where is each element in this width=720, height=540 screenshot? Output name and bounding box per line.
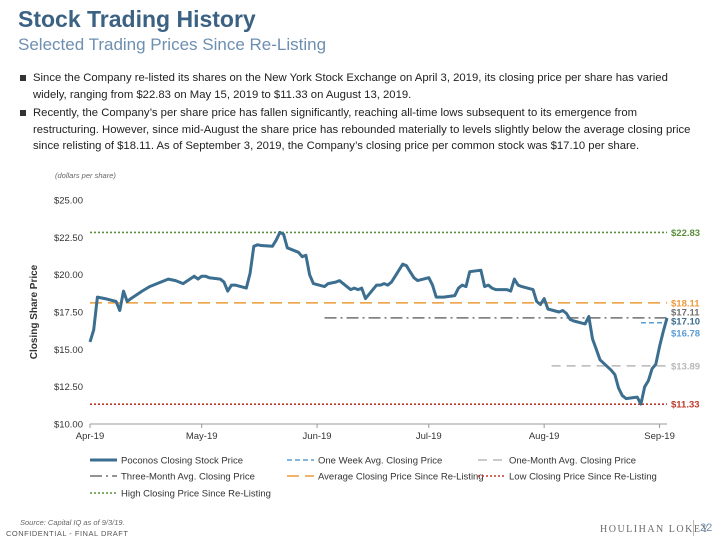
value-label: $16.78 — [671, 328, 700, 339]
bullet-list: Since the Company re-listed its shares o… — [20, 70, 700, 157]
bullet-text: Since the Company re-listed its shares o… — [33, 72, 668, 101]
page-number: 22 — [700, 522, 713, 534]
x-tick-label: May-19 — [186, 431, 218, 442]
value-label: $11.33 — [671, 400, 700, 411]
x-tick-label: Apr-19 — [76, 431, 105, 442]
y-tick-label: $15.00 — [54, 345, 83, 356]
price-series-line — [88, 230, 669, 406]
bullet-item: Recently, the Company’s per share price … — [20, 105, 700, 155]
value-label: $17.10 — [671, 316, 700, 327]
x-tick-label: Sep-19 — [644, 431, 675, 442]
footer-divider — [693, 520, 694, 536]
y-axis-label: Closing Share Price — [29, 264, 40, 359]
bullet-square-icon — [20, 110, 26, 117]
legend-label: Three-Month Avg. Closing Price — [121, 472, 255, 483]
value-label: $17.11 — [671, 307, 700, 318]
value-label: $22.83 — [671, 228, 700, 239]
y-tick-label: $22.50 — [54, 233, 83, 244]
y-tick-label: $17.50 — [54, 308, 83, 319]
y-tick-label: $12.50 — [54, 382, 83, 393]
page-title: Stock Trading History — [18, 6, 256, 32]
confidential-label: CONFIDENTIAL - FINAL DRAFT — [6, 529, 129, 538]
company-logo: HOULIHAN LOKEY — [600, 524, 711, 535]
legend-label: Average Closing Price Since Re-Listing — [318, 472, 484, 483]
bullet-square-icon — [20, 75, 26, 81]
source-note: Source: Capital IQ as of 9/3/19. — [20, 518, 125, 527]
legend-label: One-Month Avg. Closing Price — [509, 456, 636, 467]
y-tick-label: $25.00 — [54, 196, 83, 207]
legend-label: Low Closing Price Since Re-Listing — [509, 472, 657, 483]
y-tick-label: $10.00 — [54, 420, 83, 431]
page-subtitle: Selected Trading Prices Since Re-Listing — [18, 35, 327, 54]
unit-note: (dollars per share) — [55, 171, 116, 180]
bullet-text: Recently, the Company’s per share price … — [33, 107, 691, 153]
y-tick-label: $20.00 — [54, 270, 83, 281]
legend-label: One Week Avg. Closing Price — [318, 456, 442, 467]
bullet-item: Since the Company re-listed its shares o… — [20, 70, 700, 103]
legend-label: High Closing Price Since Re-Listing — [121, 489, 271, 500]
legend-label: Poconos Closing Stock Price — [121, 456, 243, 467]
value-label: $18.11 — [671, 298, 700, 309]
x-tick-label: Jun-19 — [303, 431, 332, 442]
value-label: $13.89 — [671, 361, 700, 372]
x-tick-label: Jul-19 — [416, 431, 442, 442]
x-tick-label: Aug-19 — [529, 431, 560, 442]
